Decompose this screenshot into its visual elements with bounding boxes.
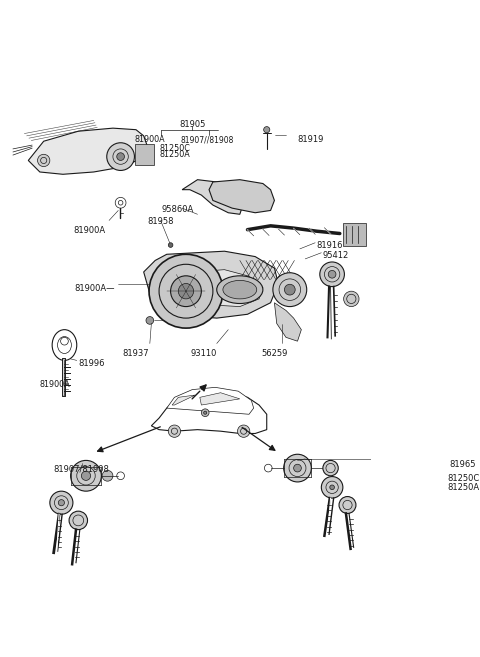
Circle shape [178, 284, 193, 299]
Circle shape [344, 291, 359, 307]
Circle shape [284, 454, 312, 482]
Text: 81250C: 81250C [447, 474, 480, 484]
Circle shape [115, 197, 126, 208]
Text: 81250A: 81250A [447, 484, 480, 493]
Circle shape [204, 411, 207, 415]
Text: 81905: 81905 [179, 120, 205, 129]
Polygon shape [167, 388, 253, 415]
Ellipse shape [223, 281, 257, 299]
Circle shape [37, 154, 50, 167]
Circle shape [321, 476, 343, 498]
FancyBboxPatch shape [440, 470, 480, 494]
Circle shape [69, 511, 87, 530]
Polygon shape [275, 303, 301, 341]
Text: 81250C: 81250C [159, 143, 190, 152]
Text: 81937: 81937 [122, 349, 148, 358]
Circle shape [102, 470, 113, 481]
Circle shape [285, 284, 295, 295]
Text: 81958: 81958 [147, 217, 174, 225]
Circle shape [50, 491, 73, 514]
Text: 81996: 81996 [78, 359, 105, 368]
Text: 95860A: 95860A [161, 205, 193, 214]
Polygon shape [200, 393, 240, 405]
Text: 81965: 81965 [450, 461, 476, 469]
Circle shape [168, 425, 180, 438]
Text: 81900A—: 81900A— [75, 284, 115, 292]
Circle shape [107, 143, 134, 170]
Polygon shape [28, 128, 147, 174]
Text: 81907/81908: 81907/81908 [54, 464, 109, 473]
FancyBboxPatch shape [343, 223, 366, 246]
Polygon shape [209, 179, 275, 213]
Circle shape [117, 153, 124, 160]
Circle shape [201, 409, 209, 417]
Ellipse shape [217, 276, 263, 304]
Text: 95412: 95412 [323, 251, 349, 260]
Text: 81250A: 81250A [159, 150, 190, 160]
Circle shape [58, 499, 64, 506]
Circle shape [273, 273, 307, 307]
Text: 81900A: 81900A [134, 135, 165, 144]
Circle shape [320, 262, 345, 286]
Text: 81919: 81919 [298, 135, 324, 144]
Polygon shape [170, 269, 263, 307]
Circle shape [264, 127, 270, 133]
Text: 81900A: 81900A [40, 380, 71, 389]
Text: 81916: 81916 [317, 241, 343, 250]
Circle shape [328, 271, 336, 278]
Circle shape [82, 471, 91, 480]
Text: 81907//81908: 81907//81908 [180, 135, 233, 144]
Circle shape [170, 276, 201, 307]
Text: 81900A: 81900A [74, 226, 106, 235]
Polygon shape [144, 251, 278, 318]
Circle shape [168, 242, 173, 247]
Text: 56259: 56259 [261, 349, 288, 358]
Circle shape [294, 464, 301, 472]
Text: 93110: 93110 [191, 349, 217, 358]
Circle shape [238, 425, 250, 438]
Circle shape [330, 485, 335, 489]
Polygon shape [151, 393, 267, 434]
Circle shape [149, 254, 223, 328]
Circle shape [323, 461, 338, 476]
Circle shape [71, 461, 101, 491]
Polygon shape [182, 179, 244, 214]
Circle shape [146, 317, 154, 325]
Polygon shape [172, 395, 195, 405]
Circle shape [339, 497, 356, 514]
FancyBboxPatch shape [135, 145, 154, 165]
